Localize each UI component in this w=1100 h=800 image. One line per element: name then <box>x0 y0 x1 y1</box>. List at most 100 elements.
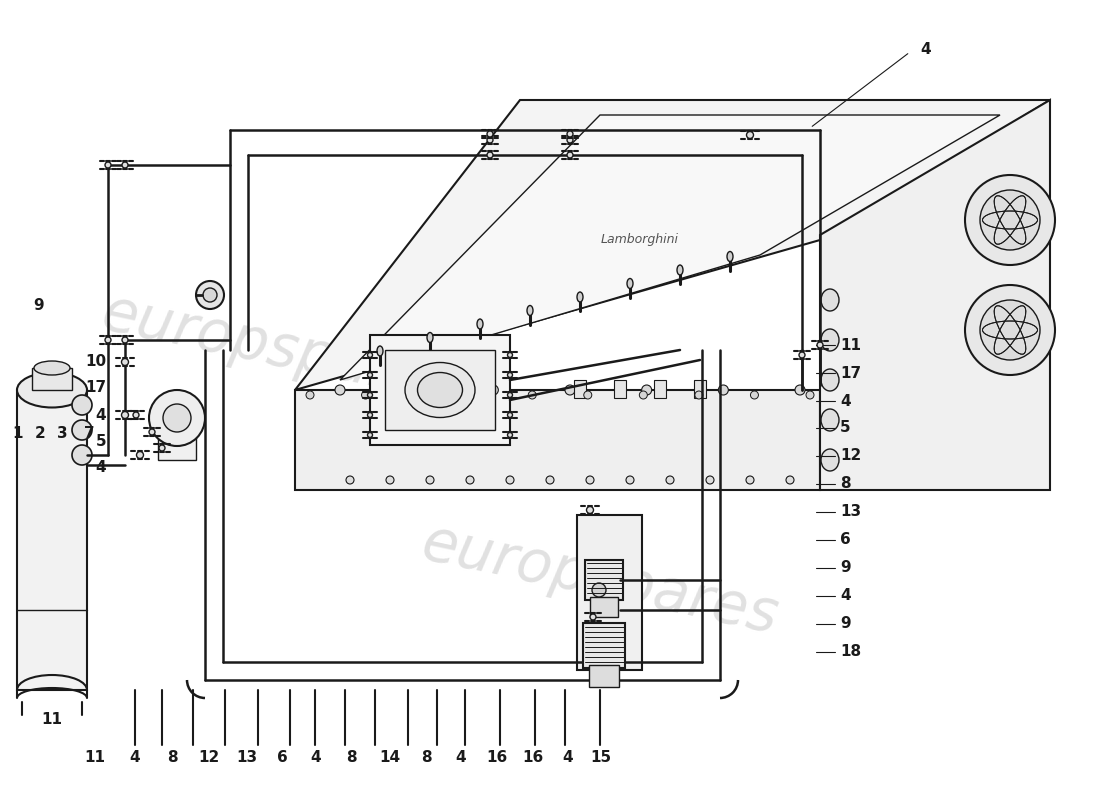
Circle shape <box>121 411 129 418</box>
Circle shape <box>795 385 805 395</box>
Circle shape <box>121 358 129 366</box>
Circle shape <box>566 152 573 158</box>
Text: 9: 9 <box>840 617 850 631</box>
Circle shape <box>507 353 513 358</box>
Text: 11: 11 <box>85 750 106 766</box>
Bar <box>590 597 618 617</box>
Text: 4: 4 <box>563 750 573 766</box>
Circle shape <box>367 433 373 438</box>
Text: 5: 5 <box>840 421 850 435</box>
Circle shape <box>367 393 373 398</box>
Text: 4: 4 <box>130 750 141 766</box>
Circle shape <box>346 476 354 484</box>
Text: 13: 13 <box>236 750 257 766</box>
Ellipse shape <box>980 190 1040 250</box>
Circle shape <box>336 385 345 395</box>
Text: 14: 14 <box>379 750 400 766</box>
Text: 8: 8 <box>840 477 850 491</box>
Circle shape <box>367 373 373 378</box>
Text: 16: 16 <box>522 750 543 766</box>
Circle shape <box>104 337 111 343</box>
Text: 12: 12 <box>198 750 220 766</box>
Circle shape <box>487 152 493 158</box>
Circle shape <box>507 393 513 398</box>
Ellipse shape <box>578 292 583 302</box>
Text: 4: 4 <box>310 750 321 766</box>
Bar <box>585 560 623 600</box>
Bar <box>370 335 510 445</box>
Text: 5: 5 <box>96 434 106 449</box>
Text: europspares: europspares <box>417 514 783 646</box>
Text: 2: 2 <box>34 426 45 442</box>
Circle shape <box>750 391 758 399</box>
Circle shape <box>718 385 728 395</box>
Ellipse shape <box>34 361 70 375</box>
Circle shape <box>487 131 493 137</box>
Circle shape <box>362 391 370 399</box>
Circle shape <box>639 391 647 399</box>
Text: europspares: europspares <box>97 284 463 416</box>
Ellipse shape <box>527 306 534 315</box>
Circle shape <box>133 412 139 418</box>
Circle shape <box>586 506 594 514</box>
Polygon shape <box>295 100 1050 390</box>
Circle shape <box>566 131 573 137</box>
Bar <box>574 380 586 398</box>
Bar <box>588 665 619 687</box>
Circle shape <box>487 137 493 143</box>
Text: 16: 16 <box>486 750 507 766</box>
Polygon shape <box>295 390 820 490</box>
Circle shape <box>706 476 714 484</box>
Circle shape <box>507 373 513 378</box>
Text: 4: 4 <box>840 394 850 409</box>
Text: 4: 4 <box>455 750 466 766</box>
Bar <box>158 430 196 460</box>
Circle shape <box>488 385 498 395</box>
Circle shape <box>817 342 823 348</box>
Circle shape <box>72 420 92 440</box>
Circle shape <box>148 390 205 446</box>
Ellipse shape <box>16 373 87 407</box>
Ellipse shape <box>477 319 483 329</box>
Circle shape <box>72 395 92 415</box>
Text: 1: 1 <box>13 426 23 442</box>
Ellipse shape <box>965 285 1055 375</box>
Text: 8: 8 <box>345 750 356 766</box>
Ellipse shape <box>821 369 839 391</box>
Text: 3: 3 <box>57 426 67 442</box>
Circle shape <box>695 391 703 399</box>
Text: 17: 17 <box>840 366 861 381</box>
Ellipse shape <box>418 373 462 407</box>
Ellipse shape <box>676 265 683 275</box>
Text: 15: 15 <box>591 750 612 766</box>
Ellipse shape <box>821 409 839 431</box>
Circle shape <box>666 476 674 484</box>
Circle shape <box>466 476 474 484</box>
Text: 9: 9 <box>33 298 44 313</box>
Circle shape <box>426 476 434 484</box>
Ellipse shape <box>627 278 632 289</box>
Bar <box>694 380 706 398</box>
Circle shape <box>160 445 165 451</box>
Circle shape <box>122 337 128 343</box>
Ellipse shape <box>377 346 383 356</box>
Circle shape <box>626 476 634 484</box>
Ellipse shape <box>965 175 1055 265</box>
Text: 12: 12 <box>840 449 861 463</box>
Text: 17: 17 <box>85 381 106 395</box>
Circle shape <box>584 391 592 399</box>
Text: 4: 4 <box>96 407 106 422</box>
Circle shape <box>417 391 425 399</box>
Circle shape <box>507 433 513 438</box>
Bar <box>16 390 87 690</box>
Circle shape <box>806 391 814 399</box>
Circle shape <box>473 391 481 399</box>
Text: 11: 11 <box>840 338 861 353</box>
Ellipse shape <box>980 300 1040 360</box>
Circle shape <box>367 353 373 358</box>
Text: 6: 6 <box>840 533 850 547</box>
Circle shape <box>528 391 536 399</box>
Bar <box>614 380 626 398</box>
Text: 9: 9 <box>840 561 850 575</box>
Ellipse shape <box>727 251 733 262</box>
